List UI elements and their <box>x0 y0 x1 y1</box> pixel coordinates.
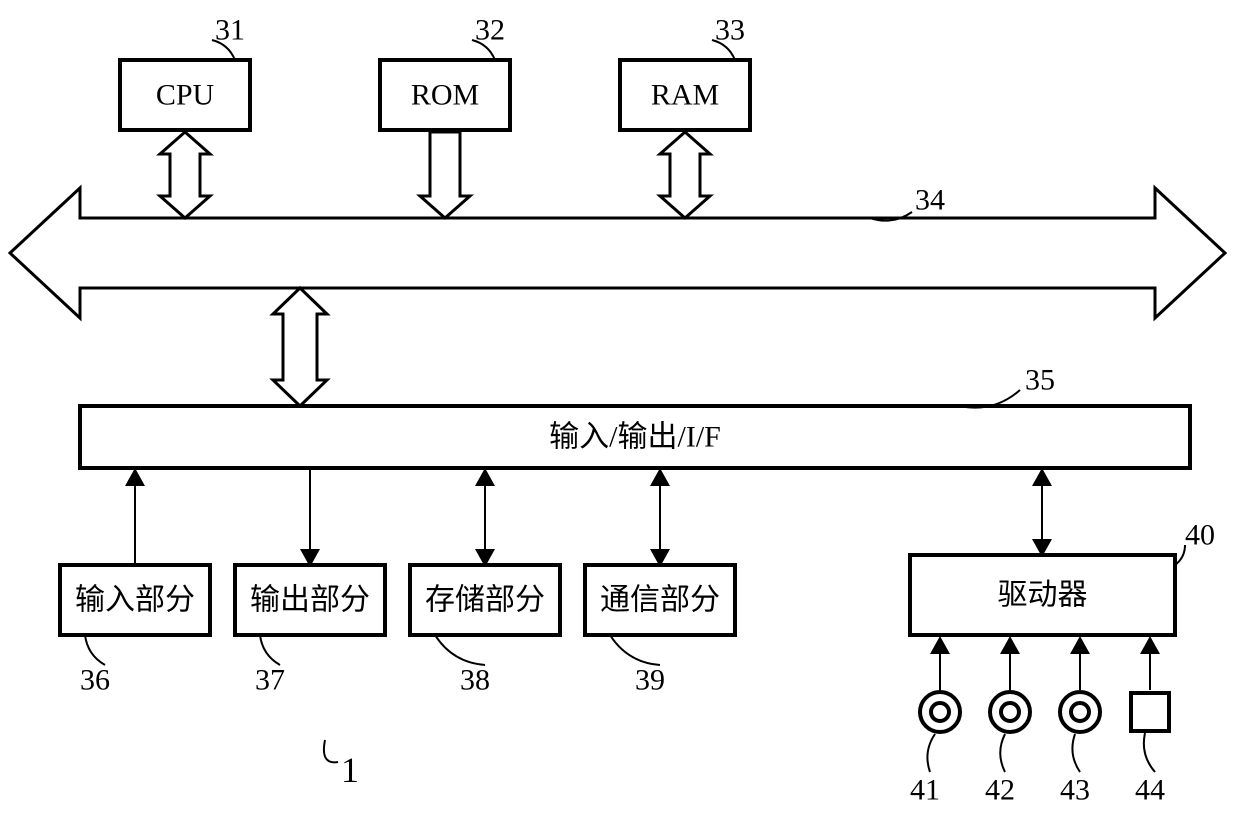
svg-text:33: 33 <box>715 14 745 47</box>
svg-text:42: 42 <box>985 774 1015 807</box>
svg-text:44: 44 <box>1135 774 1165 807</box>
svg-text:RAM: RAM <box>651 79 719 112</box>
media-card-m4 <box>1131 693 1169 731</box>
block-diagram: 34 CPU31 ROM 32 RAM 33 输入/输出/I/F 35 输入部分 36 输出部分 37… <box>0 0 1240 827</box>
svg-text:32: 32 <box>475 14 505 47</box>
svg-text:CPU: CPU <box>156 79 215 112</box>
svg-text:43: 43 <box>1060 774 1090 807</box>
svg-text:存储部分: 存储部分 <box>425 584 545 617</box>
svg-text:ROM: ROM <box>411 79 479 112</box>
svg-text:1: 1 <box>341 750 359 790</box>
svg-text:36: 36 <box>80 664 110 697</box>
svg-text:40: 40 <box>1185 519 1215 552</box>
svg-text:输入部分: 输入部分 <box>75 584 195 617</box>
svg-text:41: 41 <box>910 774 940 807</box>
svg-text:通信部分: 通信部分 <box>600 584 720 617</box>
svg-text:39: 39 <box>635 664 665 697</box>
svg-text:输入/输出/I/F: 输入/输出/I/F <box>549 421 721 454</box>
svg-text:31: 31 <box>215 14 245 47</box>
svg-text:34: 34 <box>915 184 945 217</box>
svg-text:37: 37 <box>255 664 285 697</box>
svg-text:驱动器: 驱动器 <box>998 579 1088 612</box>
svg-text:35: 35 <box>1025 364 1055 397</box>
svg-text:38: 38 <box>460 664 490 697</box>
svg-text:输出部分: 输出部分 <box>250 584 370 617</box>
